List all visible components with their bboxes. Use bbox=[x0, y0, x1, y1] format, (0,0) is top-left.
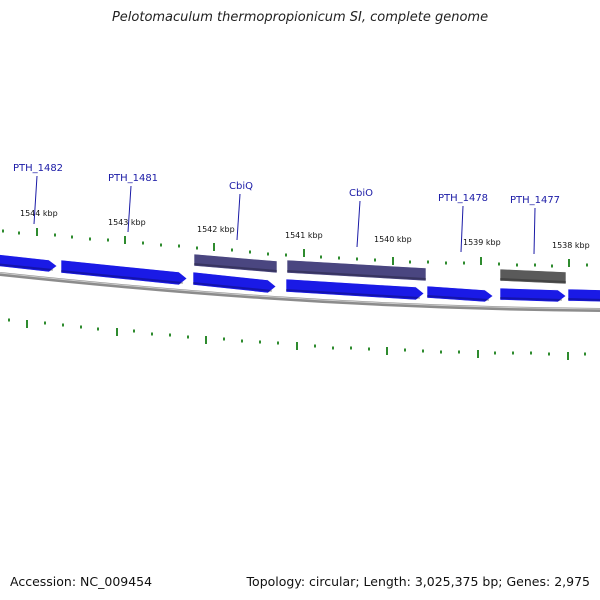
gene-label-leader-line bbox=[533, 207, 536, 255]
inner-tick-track bbox=[8, 318, 586, 360]
genome-backbone bbox=[0, 272, 600, 312]
scale-label: 1544 kbp bbox=[20, 209, 58, 218]
scale-label: 1542 kbp bbox=[197, 225, 235, 234]
stats-separator-1: ; bbox=[355, 574, 360, 589]
gene-label-leader-line bbox=[356, 200, 361, 248]
gene-label: PTH_1482 bbox=[13, 163, 63, 174]
gene-label: CbiQ bbox=[229, 181, 253, 192]
length-label: Length: bbox=[363, 574, 411, 589]
gene-arrow-pth-1478 bbox=[426, 285, 494, 303]
gene-arrow-pth-1483 bbox=[0, 254, 58, 273]
gene-label-leader-line bbox=[460, 205, 464, 253]
scale-label: 1539 kbp bbox=[463, 238, 501, 247]
gene-arrow-pth-1482 bbox=[60, 259, 188, 286]
genes-value: 2,975 bbox=[554, 574, 590, 589]
genome-stats: Topology: circular; Length: 3,025,375 bp… bbox=[247, 574, 590, 589]
gene-label: PTH_1478 bbox=[438, 193, 488, 204]
scale-label: 1540 kbp bbox=[374, 235, 412, 244]
outer-tick-track bbox=[2, 228, 588, 268]
gene-label: CbiO bbox=[349, 188, 373, 199]
genome-title: Pelotomaculum thermopropionicum SI, comp… bbox=[111, 10, 489, 25]
gene-label-leader-line bbox=[236, 193, 241, 241]
gene-arrow-cbio bbox=[286, 259, 427, 282]
genes-label: Genes: bbox=[506, 574, 551, 589]
gene-arrow-pth-1480 bbox=[285, 278, 425, 301]
gene-labels: PTH_1482 PTH_1481 CbiQ CbiO PTH_1478 PTH_1477 bbox=[13, 163, 560, 255]
gene-label-leader-line bbox=[127, 185, 132, 233]
gene-label: PTH_1481 bbox=[108, 173, 158, 184]
scale-label: 1541 kbp bbox=[285, 231, 323, 240]
accession-label: Accession: bbox=[10, 574, 77, 589]
scale-label: 1538 kbp bbox=[552, 241, 590, 250]
gene-arrow-pth-1476 bbox=[499, 287, 567, 303]
gene-arrow-pth-1477 bbox=[499, 268, 567, 285]
stats-separator-2: ; bbox=[498, 574, 503, 589]
scale-labels: 1544 kbp 1543 kbp 1542 kbp 1541 kbp 1540 kbp… bbox=[20, 209, 590, 250]
gene-arrow-cbiq bbox=[193, 253, 278, 274]
forward-strand-genes bbox=[0, 254, 600, 303]
scale-label: 1543 kbp bbox=[108, 218, 146, 227]
reverse-strand-genes bbox=[193, 253, 567, 285]
genome-backbone-highlight bbox=[0, 272, 600, 310]
topology-value: circular bbox=[309, 574, 356, 589]
gene-label-leader-line bbox=[33, 175, 38, 225]
accession-info: Accession: NC_009454 bbox=[10, 574, 152, 589]
topology-label: Topology: bbox=[246, 574, 306, 589]
accession-value: NC_009454 bbox=[80, 574, 153, 589]
gene-arrow-pth-1475 bbox=[567, 288, 600, 303]
gene-label: PTH_1477 bbox=[510, 195, 560, 206]
gene-arrow-pth-1481 bbox=[192, 271, 277, 294]
length-value: 3,025,375 bp bbox=[414, 574, 499, 589]
